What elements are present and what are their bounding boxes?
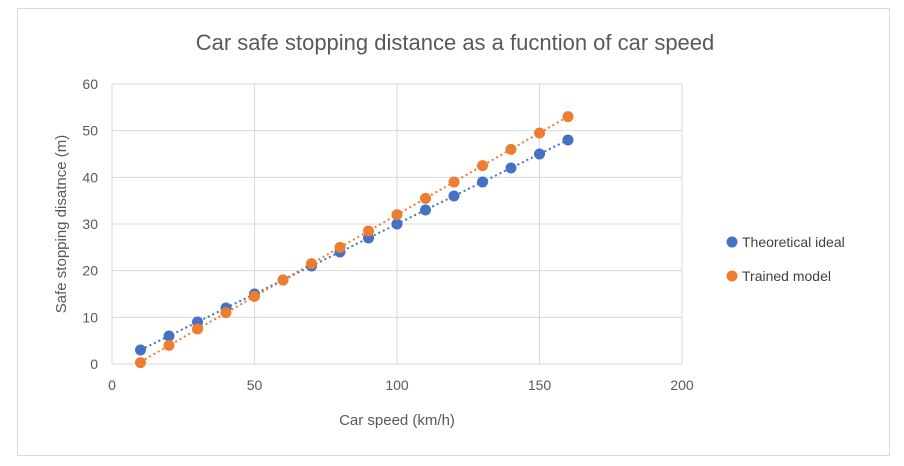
point-theoretical-ideal [391, 218, 403, 230]
chart-frame [17, 8, 890, 456]
point-trained-model [277, 274, 289, 286]
y-tick-label: 40 [82, 169, 98, 185]
y-tick-label: 0 [90, 356, 98, 372]
point-trained-model [363, 225, 374, 237]
point-theoretical-ideal [534, 148, 545, 160]
x-tick-label: 50 [247, 377, 263, 393]
x-tick-label: 150 [528, 377, 552, 393]
point-trained-model [249, 290, 260, 302]
point-theoretical-ideal [420, 204, 431, 216]
point-trained-model [163, 339, 175, 351]
legend-marker-trained-model [726, 270, 738, 282]
point-theoretical-ideal [448, 190, 460, 202]
y-tick-label: 60 [82, 76, 98, 92]
point-theoretical-ideal [562, 134, 574, 146]
x-tick-label: 0 [108, 377, 116, 393]
point-trained-model [334, 241, 346, 253]
chart-title: Car safe stopping distance as a fucntion… [196, 30, 715, 55]
x-axis-ticks: 0 50 100 150 200 [108, 377, 694, 393]
trendlines [140, 115, 569, 363]
y-axis-ticks: 0 10 20 30 40 50 60 [82, 76, 98, 372]
x-tick-label: 100 [385, 377, 409, 393]
legend: Theoretical ideal Trained model [726, 234, 845, 284]
point-trained-model [477, 160, 488, 172]
point-trained-model [306, 258, 317, 270]
point-trained-model [192, 323, 203, 335]
y-axis-title: Safe stopping disatnce (m) [53, 135, 70, 313]
point-trained-model [534, 127, 545, 139]
point-theoretical-ideal [505, 162, 517, 174]
point-theoretical-ideal [163, 330, 175, 342]
data-points [135, 111, 574, 369]
x-axis-title: Car speed (km/h) [339, 412, 455, 429]
y-tick-label: 50 [82, 123, 98, 139]
y-tick-label: 30 [82, 216, 98, 232]
legend-label-theoretical-ideal: Theoretical ideal [742, 234, 845, 250]
point-theoretical-ideal [477, 176, 488, 188]
legend-marker-theoretical-ideal [726, 236, 738, 248]
y-tick-label: 10 [82, 309, 98, 325]
x-tick-label: 200 [670, 377, 694, 393]
trendline-theoretical-ideal [140, 139, 569, 351]
point-trained-model [220, 307, 232, 319]
point-trained-model [505, 143, 517, 155]
point-trained-model [448, 176, 460, 188]
y-tick-label: 20 [82, 263, 98, 279]
point-trained-model [391, 209, 403, 221]
point-trained-model [562, 111, 574, 123]
point-trained-model [420, 192, 431, 204]
point-trained-model [135, 357, 146, 369]
legend-label-trained-model: Trained model [742, 268, 831, 284]
trendline-trained-model [140, 115, 569, 363]
point-theoretical-ideal [135, 344, 146, 356]
